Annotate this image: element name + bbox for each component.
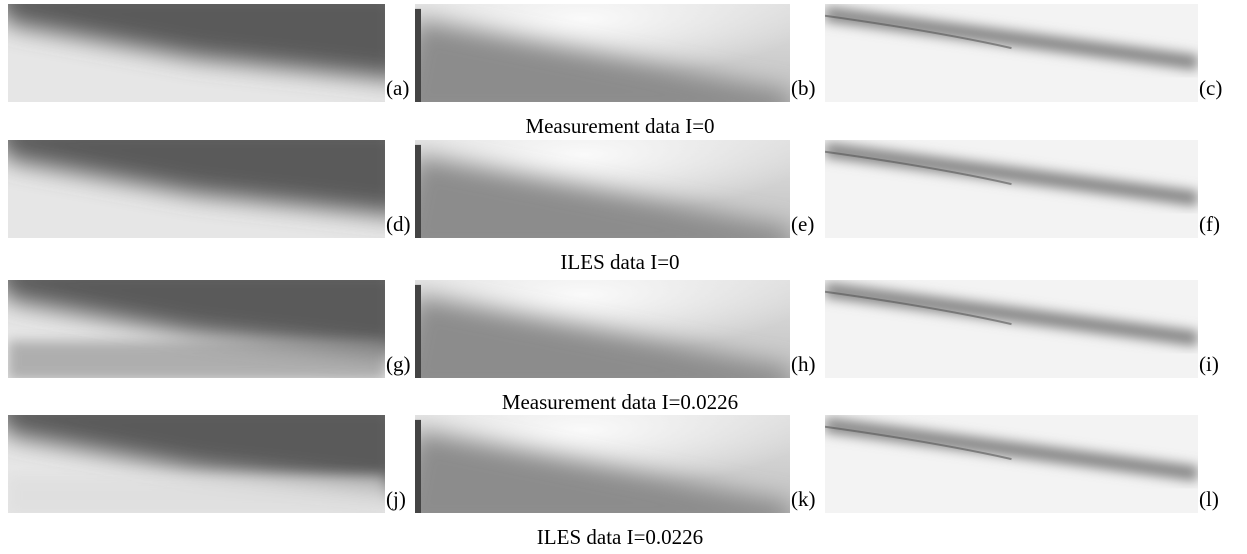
panel-label: (i) xyxy=(1199,352,1219,376)
panel xyxy=(825,140,1198,238)
panel xyxy=(0,395,405,515)
panel xyxy=(0,0,405,102)
row-caption: ILES data I=0 xyxy=(560,250,679,274)
panel xyxy=(395,140,790,258)
panel-label: (h) xyxy=(791,352,816,376)
panel xyxy=(395,4,790,122)
row-caption: ILES data I=0.0226 xyxy=(537,525,703,549)
panel xyxy=(0,120,405,238)
row-caption: Measurement data I=0.0226 xyxy=(502,390,738,414)
panel xyxy=(825,415,1198,513)
panel-label: (j) xyxy=(386,487,406,511)
row-caption: Measurement data I=0 xyxy=(525,114,714,138)
panel xyxy=(0,260,405,380)
panel xyxy=(825,4,1198,102)
panel-label: (e) xyxy=(791,212,814,236)
figure: (a) (b) (c) Measurement data I=0 (d) (e) (f) IL… xyxy=(0,0,1247,554)
panel-label: (l) xyxy=(1199,487,1219,511)
panel-label: (f) xyxy=(1199,212,1220,236)
panel-label: (b) xyxy=(791,76,816,100)
panel-label: (a) xyxy=(386,76,409,100)
panel-label: (c) xyxy=(1199,76,1222,100)
panel-label: (d) xyxy=(386,212,411,236)
panel-label: (g) xyxy=(386,352,411,376)
panel xyxy=(395,415,790,533)
panel xyxy=(395,280,790,398)
panel-label: (k) xyxy=(791,487,816,511)
panel xyxy=(825,280,1198,378)
